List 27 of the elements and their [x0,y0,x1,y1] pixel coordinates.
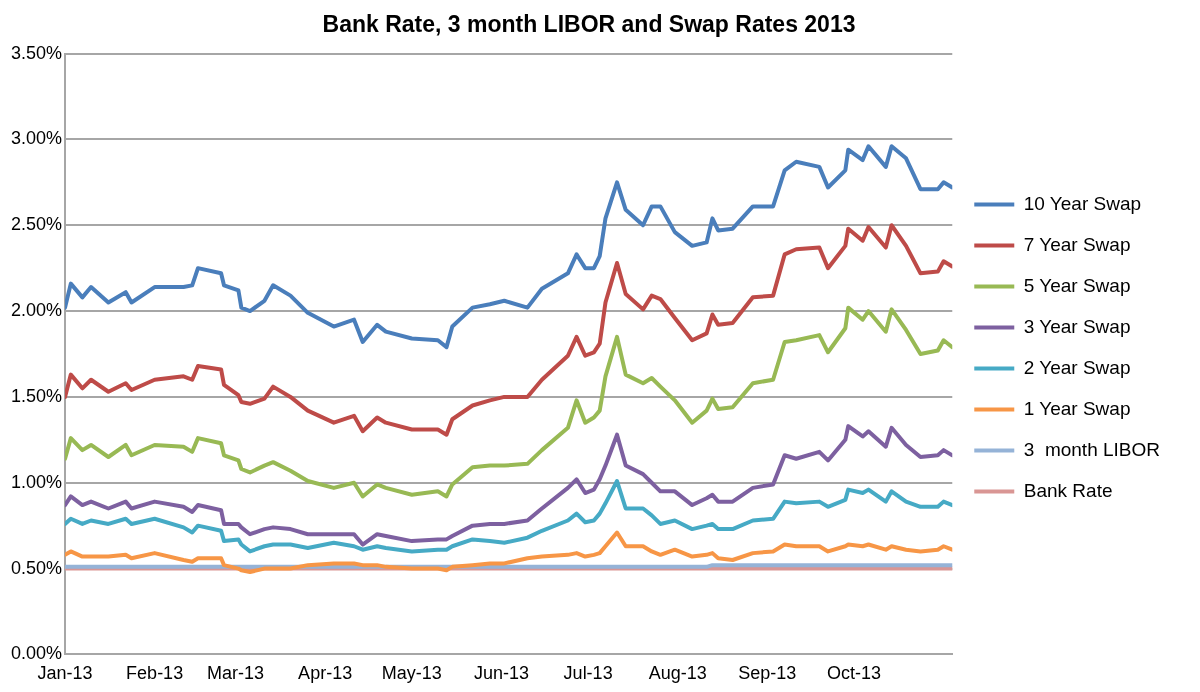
legend-label: 10 Year Swap [1023,192,1142,214]
legend-label: 1 Year Swap [1023,397,1131,419]
x-tick-label: Jul-13 [563,663,613,684]
legend-label: 3 month LIBOR [1023,438,1161,460]
x-tick-label: Oct-13 [827,663,882,684]
legend-label: 7 Year Swap [1023,233,1131,255]
x-tick-label: Jan-13 [37,663,93,684]
y-tick-label: 3.50% [10,42,63,63]
x-tick-label: Sep-13 [738,663,797,684]
y-tick-label: 3.00% [10,128,63,149]
chart-title: Bank Rate, 3 month LIBOR and Swap Rates 2013 [322,11,856,38]
legend-label: 2 Year Swap [1023,356,1131,378]
y-tick-label: 1.50% [10,385,63,406]
legend-label: 3 Year Swap [1023,315,1131,337]
y-tick-label: 2.00% [10,300,63,321]
x-tick-label: Mar-13 [207,663,265,684]
y-tick-label: 0.00% [10,643,63,664]
x-tick-label: Aug-13 [648,663,707,684]
x-tick-label: Jun-13 [473,663,529,684]
x-tick-label: Apr-13 [298,663,353,684]
x-tick-label: Feb-13 [126,663,184,684]
y-tick-label: 0.50% [10,557,63,578]
x-tick-label: May-13 [381,663,442,684]
legend-label: Bank Rate [1023,479,1113,501]
y-tick-label: 1.00% [10,471,63,492]
y-tick-label: 2.50% [10,214,63,235]
legend-label: 5 Year Swap [1023,274,1131,296]
